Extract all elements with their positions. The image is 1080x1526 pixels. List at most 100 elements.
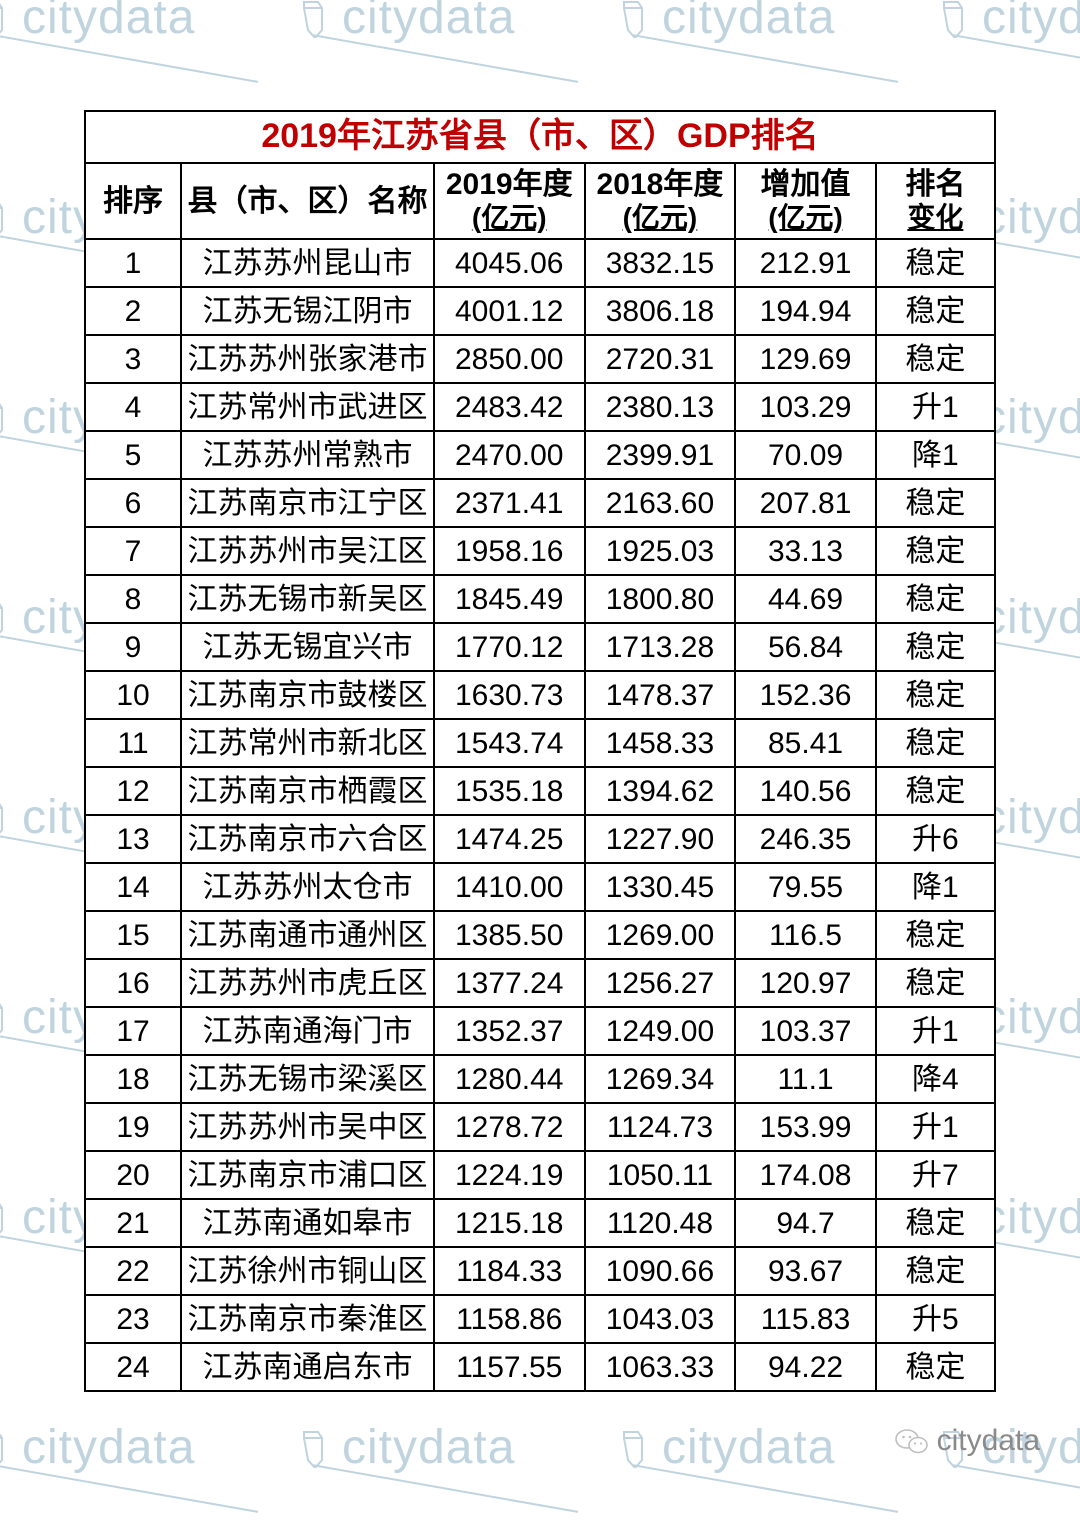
cell-chg: 稳定 bbox=[876, 719, 995, 767]
cell-name: 江苏南通启东市 bbox=[181, 1343, 434, 1391]
table-row: 8江苏无锡市新吴区1845.491800.8044.69稳定 bbox=[85, 575, 995, 623]
cell-rank: 21 bbox=[85, 1199, 181, 1247]
cell-inc: 194.94 bbox=[735, 287, 875, 335]
column-header-sublabel: (亿元) bbox=[736, 203, 874, 234]
pencil-icon bbox=[0, 800, 4, 838]
watermark-line bbox=[312, 34, 578, 83]
cell-inc: 120.97 bbox=[735, 959, 875, 1007]
cell-name: 江苏南京市六合区 bbox=[181, 815, 434, 863]
cell-y2018: 1050.11 bbox=[585, 1151, 736, 1199]
cell-chg: 稳定 bbox=[876, 239, 995, 287]
cell-rank: 6 bbox=[85, 479, 181, 527]
watermark-text: citydata bbox=[982, 0, 1080, 45]
watermark-line bbox=[632, 34, 898, 83]
column-header-inc: 增加值(亿元) bbox=[735, 163, 875, 239]
watermark-line bbox=[952, 34, 1080, 83]
cell-chg: 降1 bbox=[876, 431, 995, 479]
table-row: 7江苏苏州市吴江区1958.161925.0333.13稳定 bbox=[85, 527, 995, 575]
cell-rank: 17 bbox=[85, 1007, 181, 1055]
cell-inc: 153.99 bbox=[735, 1103, 875, 1151]
cell-y2019: 1280.44 bbox=[434, 1055, 585, 1103]
cell-y2018: 1256.27 bbox=[585, 959, 736, 1007]
cell-name: 江苏苏州常熟市 bbox=[181, 431, 434, 479]
cell-y2019: 1543.74 bbox=[434, 719, 585, 767]
cell-y2019: 4045.06 bbox=[434, 239, 585, 287]
table-row: 21江苏南通如皋市1215.181120.4894.7稳定 bbox=[85, 1199, 995, 1247]
cell-inc: 116.5 bbox=[735, 911, 875, 959]
cell-rank: 3 bbox=[85, 335, 181, 383]
cell-chg: 升1 bbox=[876, 1007, 995, 1055]
table-row: 15江苏南通市通州区1385.501269.00116.5稳定 bbox=[85, 911, 995, 959]
watermark-text: citydata bbox=[342, 1420, 515, 1475]
cell-chg: 稳定 bbox=[876, 1343, 995, 1391]
column-header-y2019: 2019年度(亿元) bbox=[434, 163, 585, 239]
table-title: 2019年江苏省县（市、区）GDP排名 bbox=[85, 111, 995, 163]
table-row: 9江苏无锡宜兴市1770.121713.2856.84稳定 bbox=[85, 623, 995, 671]
cell-inc: 115.83 bbox=[735, 1295, 875, 1343]
watermark-line bbox=[0, 1464, 258, 1513]
pencil-icon bbox=[0, 0, 4, 38]
cell-y2018: 1458.33 bbox=[585, 719, 736, 767]
table-row: 13江苏南京市六合区1474.251227.90246.35升6 bbox=[85, 815, 995, 863]
cell-name: 江苏无锡宜兴市 bbox=[181, 623, 434, 671]
column-header-label: 2019年度 bbox=[446, 168, 573, 201]
cell-name: 江苏南京市鼓楼区 bbox=[181, 671, 434, 719]
cell-y2018: 1120.48 bbox=[585, 1199, 736, 1247]
cell-rank: 10 bbox=[85, 671, 181, 719]
cell-y2018: 2399.91 bbox=[585, 431, 736, 479]
cell-inc: 93.67 bbox=[735, 1247, 875, 1295]
cell-rank: 1 bbox=[85, 239, 181, 287]
column-header-chg: 排名变化 bbox=[876, 163, 995, 239]
cell-y2018: 1330.45 bbox=[585, 863, 736, 911]
cell-name: 江苏苏州太仓市 bbox=[181, 863, 434, 911]
watermark-text: citydata bbox=[22, 1420, 195, 1475]
cell-chg: 升1 bbox=[876, 1103, 995, 1151]
cell-chg: 稳定 bbox=[876, 911, 995, 959]
cell-inc: 152.36 bbox=[735, 671, 875, 719]
cell-y2019: 1535.18 bbox=[434, 767, 585, 815]
cell-inc: 212.91 bbox=[735, 239, 875, 287]
cell-rank: 11 bbox=[85, 719, 181, 767]
cell-inc: 174.08 bbox=[735, 1151, 875, 1199]
cell-name: 江苏南京市浦口区 bbox=[181, 1151, 434, 1199]
pencil-icon bbox=[0, 1430, 4, 1468]
pencil-icon bbox=[620, 0, 644, 38]
cell-rank: 20 bbox=[85, 1151, 181, 1199]
column-header-label: 增加值 bbox=[761, 168, 851, 201]
cell-chg: 稳定 bbox=[876, 527, 995, 575]
column-header-label: 排名 bbox=[905, 168, 965, 201]
watermark-text: citydata bbox=[982, 190, 1080, 245]
watermark-text: citydata bbox=[982, 1190, 1080, 1245]
cell-y2019: 1224.19 bbox=[434, 1151, 585, 1199]
cell-y2019: 1377.24 bbox=[434, 959, 585, 1007]
cell-name: 江苏徐州市铜山区 bbox=[181, 1247, 434, 1295]
cell-y2018: 2720.31 bbox=[585, 335, 736, 383]
column-header-label: 县（市、区）名称 bbox=[187, 185, 427, 218]
cell-y2019: 1410.00 bbox=[434, 863, 585, 911]
column-header-name: 县（市、区）名称 bbox=[181, 163, 434, 239]
cell-name: 江苏南京市栖霞区 bbox=[181, 767, 434, 815]
cell-inc: 103.29 bbox=[735, 383, 875, 431]
cell-y2019: 1770.12 bbox=[434, 623, 585, 671]
cell-y2019: 1158.86 bbox=[434, 1295, 585, 1343]
cell-rank: 9 bbox=[85, 623, 181, 671]
cell-y2018: 1249.00 bbox=[585, 1007, 736, 1055]
cell-chg: 升5 bbox=[876, 1295, 995, 1343]
column-header-sublabel: 变化 bbox=[877, 203, 994, 234]
watermark-text: citydata bbox=[982, 390, 1080, 445]
cell-y2018: 2163.60 bbox=[585, 479, 736, 527]
cell-name: 江苏南通市通州区 bbox=[181, 911, 434, 959]
table-row: 23江苏南京市秦淮区1158.861043.03115.83升5 bbox=[85, 1295, 995, 1343]
table-row: 5江苏苏州常熟市2470.002399.9170.09降1 bbox=[85, 431, 995, 479]
watermark-text: citydata bbox=[982, 990, 1080, 1045]
cell-rank: 22 bbox=[85, 1247, 181, 1295]
table-row: 11江苏常州市新北区1543.741458.3385.41稳定 bbox=[85, 719, 995, 767]
cell-name: 江苏南京市江宁区 bbox=[181, 479, 434, 527]
column-header-sublabel: (亿元) bbox=[586, 203, 735, 234]
cell-rank: 19 bbox=[85, 1103, 181, 1151]
gdp-table-container: 2019年江苏省县（市、区）GDP排名 排序县（市、区）名称2019年度(亿元)… bbox=[84, 110, 996, 1392]
cell-inc: 94.7 bbox=[735, 1199, 875, 1247]
cell-y2018: 1394.62 bbox=[585, 767, 736, 815]
pencil-icon bbox=[0, 1200, 4, 1238]
cell-y2018: 1090.66 bbox=[585, 1247, 736, 1295]
